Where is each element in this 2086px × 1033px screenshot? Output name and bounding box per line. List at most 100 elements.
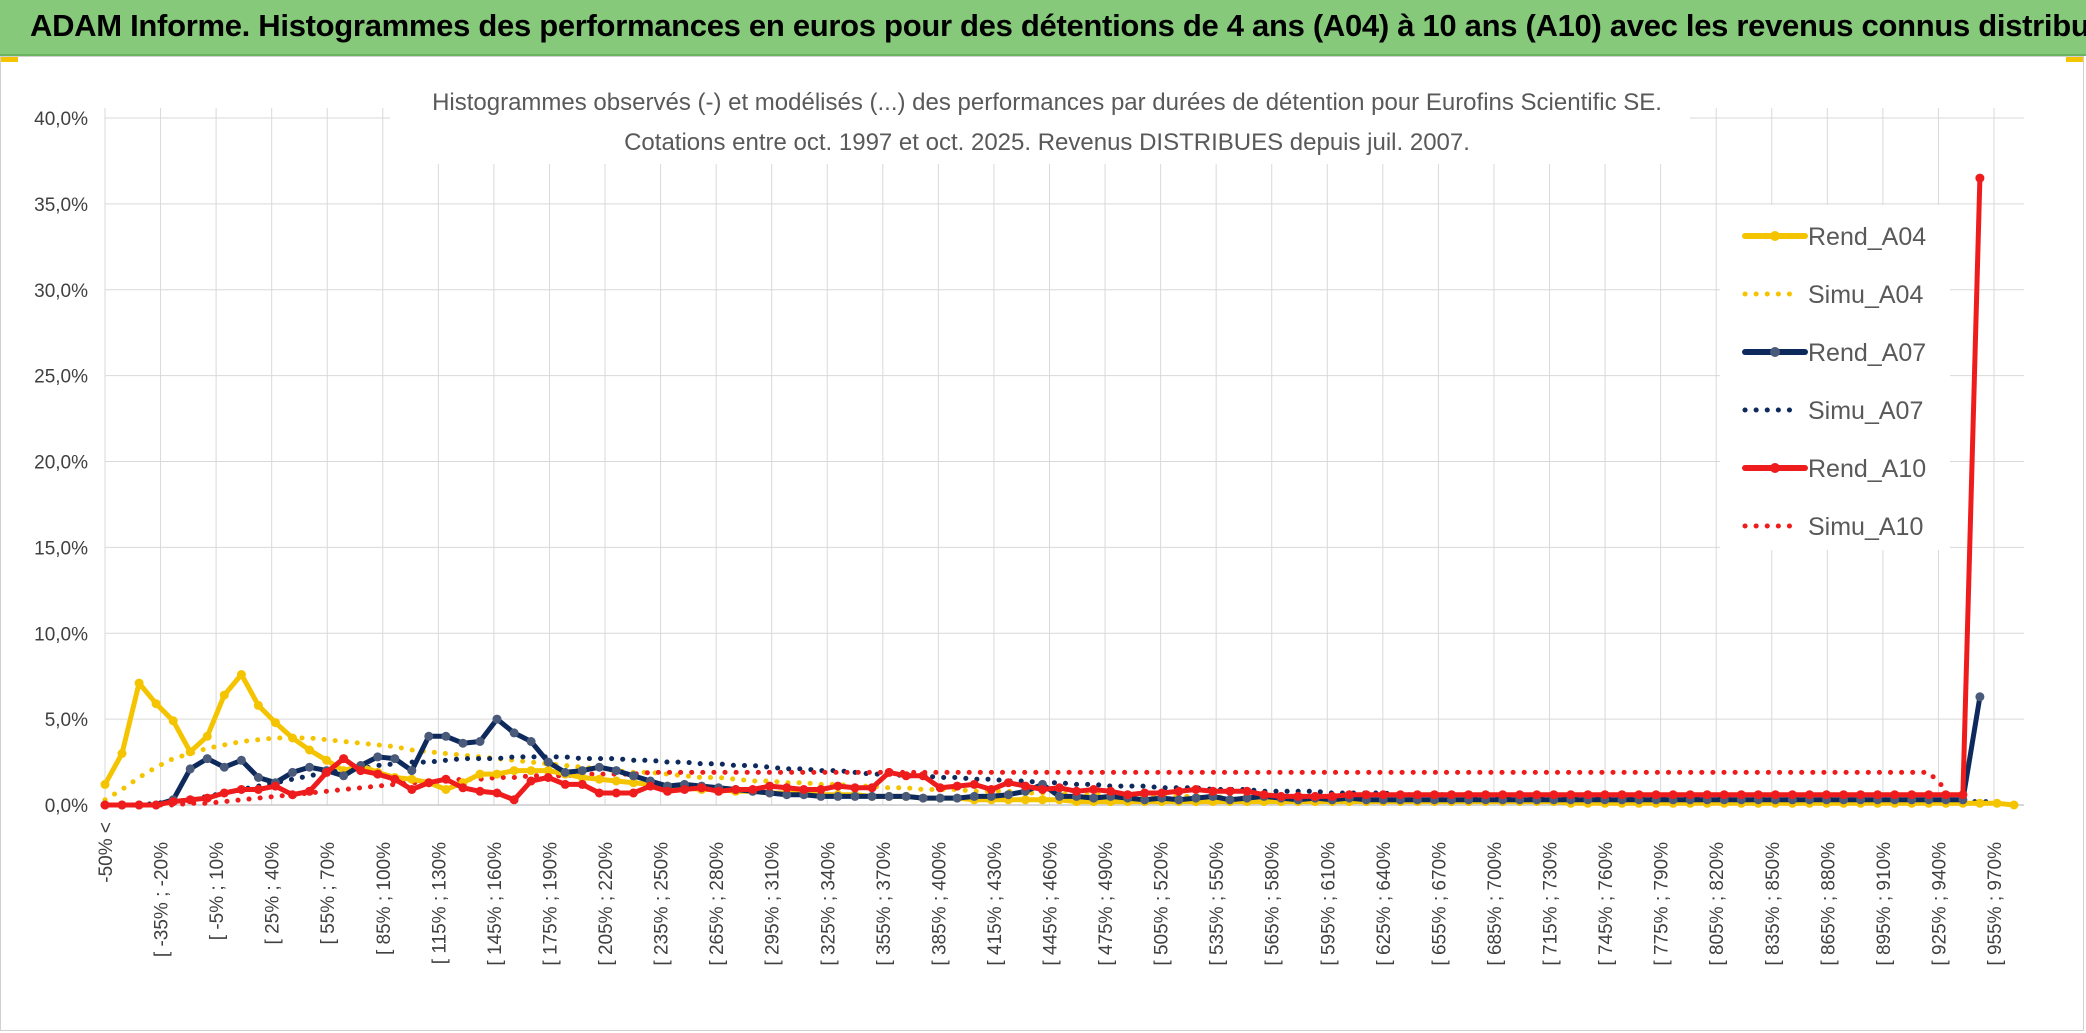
x-tick-label: [ -35% ; -20% [152,842,173,957]
data-point [168,797,178,807]
data-point [1685,790,1695,800]
data-point [850,791,860,801]
legend-entry: Rend_A07 [1742,339,1926,367]
legend-label: Simu_A07 [1808,397,1923,425]
x-tick-label: [ 865% ; 880% [1818,842,1839,966]
data-point [1447,790,1456,800]
data-point [168,716,178,726]
legend-marker [1770,231,1780,241]
data-point [2009,800,2019,810]
data-point [1805,790,1814,800]
data-point [441,774,451,784]
data-point [1072,786,1081,796]
data-point [867,783,877,793]
x-tick-label: [ 175% ; 190% [540,842,561,966]
x-tick-label: [ 85% ; 100% [374,842,395,955]
data-point [543,773,553,782]
data-point [577,779,587,789]
data-point [1259,790,1269,800]
y-tick-label: 30,0% [34,281,88,302]
data-point [1532,790,1542,800]
data-point [1617,790,1627,800]
data-point [356,766,366,776]
data-point [1038,795,1047,805]
legend-label: Rend_A04 [1808,223,1926,251]
data-point [134,800,144,810]
y-tick-label: 15,0% [34,538,88,559]
data-point [1174,795,1184,805]
data-point [492,788,502,798]
x-tick-label: [ 385% ; 400% [929,842,950,966]
data-point [526,737,536,746]
data-point [492,769,502,779]
data-point [680,785,689,794]
data-point [714,786,724,796]
data-point [390,774,400,784]
data-point [969,791,979,801]
data-point [867,791,877,801]
x-tick-label: [ 445% ; 460% [1041,842,1062,966]
data-point [100,800,110,810]
plot-border [0,56,2084,1031]
legend-label: Rend_A10 [1808,455,1926,483]
x-tick-label: [ 805% ; 820% [1707,842,1728,966]
data-point [1140,795,1150,805]
data-point [117,800,127,810]
x-tick-label: [ 55% ; 70% [318,842,339,945]
data-point [1038,785,1047,794]
data-point [611,776,621,786]
data-point [1583,790,1593,800]
data-point [1055,791,1064,801]
data-point [253,700,263,710]
data-point [1327,791,1337,801]
data-point [782,783,792,793]
legend-entry: Rend_A10 [1742,455,1926,483]
data-point [270,781,280,791]
x-tick-label: [ 925% ; 940% [1929,842,1950,966]
x-tick-label: [ 775% ; 790% [1652,842,1673,966]
data-point [1464,790,1474,800]
data-point [253,773,263,782]
legend-marker [1770,463,1780,473]
x-tick-label: [ 745% ; 760% [1596,842,1617,966]
data-point [1566,790,1576,800]
series-Simu_A10 [102,769,1949,808]
data-point [339,771,349,781]
data-point [1293,791,1303,801]
data-point [288,790,297,800]
data-point [1242,786,1252,796]
data-point [560,779,570,789]
data-point [288,733,297,743]
corner-mark-right [2066,56,2084,62]
data-point [492,714,502,724]
data-point [560,767,570,777]
data-point [1992,798,2002,808]
data-point [611,766,621,776]
data-point [407,766,417,776]
data-point [1924,790,1934,800]
data-point [100,779,110,789]
data-point [1412,790,1422,800]
legend-entry: Simu_A07 [1742,397,1923,425]
x-tick-label: [ 325% ; 340% [818,842,839,966]
data-point [407,785,417,794]
data-point [1395,790,1405,800]
data-point [509,795,519,805]
x-tick-label: [ 685% ; 700% [1485,842,1506,966]
gridlines [104,108,2024,806]
data-point [663,786,672,796]
data-point [1191,793,1201,803]
y-tick-label: 5,0% [45,710,88,731]
data-point [1736,790,1746,800]
data-point [543,757,553,767]
x-tick-label: [ 115% ; 130% [429,842,450,964]
data-point [1907,790,1917,800]
data-point [986,785,996,794]
data-point [884,767,894,777]
data-point [202,793,212,803]
title-background [390,76,1690,164]
data-point [1702,790,1712,800]
data-point [935,783,945,793]
series-line-Rend_A10 [102,175,1983,808]
data-point [236,755,246,765]
